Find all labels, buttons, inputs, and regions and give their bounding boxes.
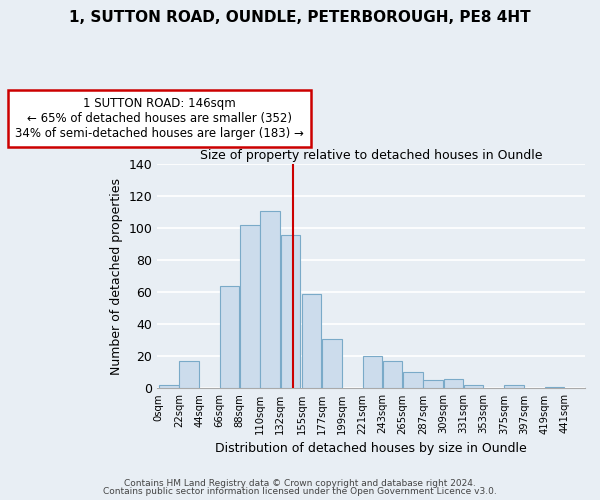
- Text: Contains public sector information licensed under the Open Government Licence v3: Contains public sector information licen…: [103, 487, 497, 496]
- Bar: [464, 385, 484, 388]
- Bar: [179, 361, 199, 388]
- Text: 1, SUTTON ROAD, OUNDLE, PETERBOROUGH, PE8 4HT: 1, SUTTON ROAD, OUNDLE, PETERBOROUGH, PE…: [69, 10, 531, 25]
- X-axis label: Distribution of detached houses by size in Oundle: Distribution of detached houses by size …: [215, 442, 527, 455]
- Bar: [220, 286, 239, 388]
- Bar: [281, 234, 300, 388]
- Bar: [443, 379, 463, 388]
- Title: Size of property relative to detached houses in Oundle: Size of property relative to detached ho…: [200, 148, 542, 162]
- Bar: [159, 385, 179, 388]
- Y-axis label: Number of detached properties: Number of detached properties: [110, 178, 122, 375]
- Bar: [383, 361, 403, 388]
- Text: Contains HM Land Registry data © Crown copyright and database right 2024.: Contains HM Land Registry data © Crown c…: [124, 478, 476, 488]
- Bar: [362, 356, 382, 388]
- Bar: [545, 387, 565, 388]
- Bar: [302, 294, 322, 388]
- Text: 1 SUTTON ROAD: 146sqm
← 65% of detached houses are smaller (352)
34% of semi-det: 1 SUTTON ROAD: 146sqm ← 65% of detached …: [15, 97, 304, 140]
- Bar: [322, 339, 341, 388]
- Bar: [424, 380, 443, 388]
- Bar: [505, 385, 524, 388]
- Bar: [240, 225, 260, 388]
- Bar: [403, 372, 422, 388]
- Bar: [260, 210, 280, 388]
